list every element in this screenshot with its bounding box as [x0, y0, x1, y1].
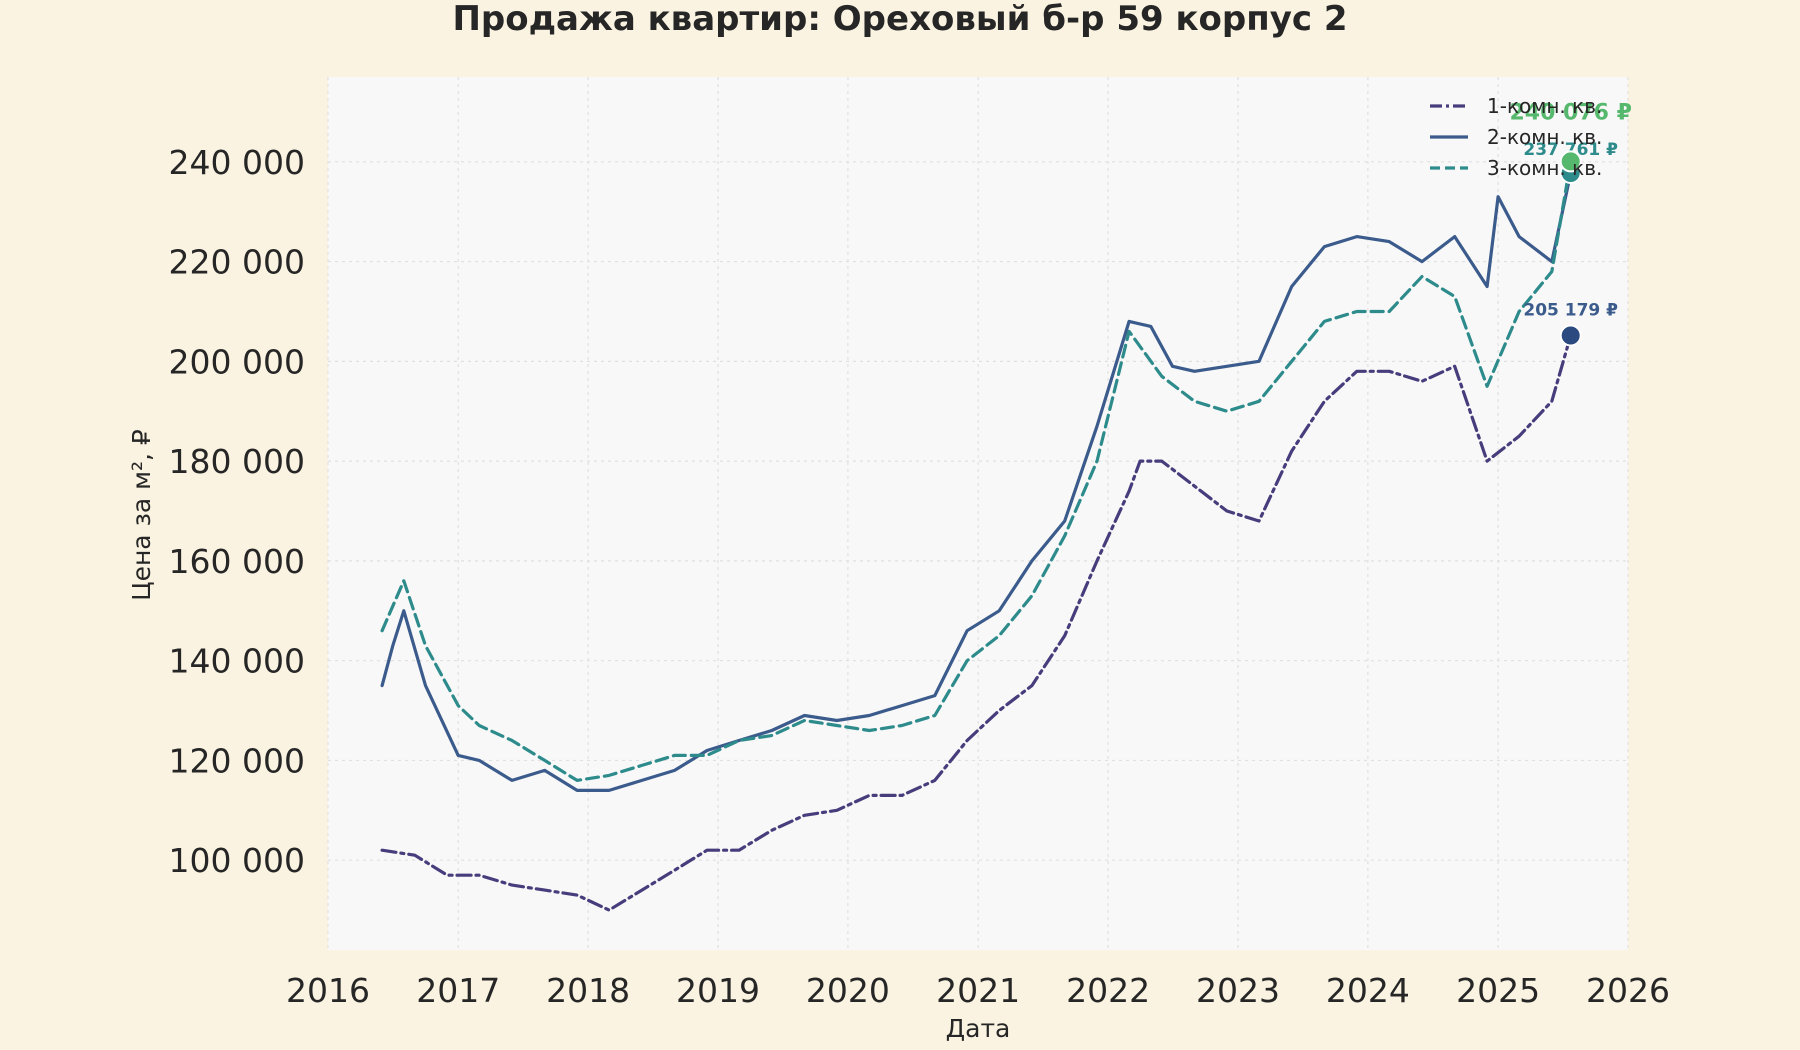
- endpoint-label: 237 761 ₽: [1523, 140, 1618, 160]
- endpoint-label: 205 179 ₽: [1523, 301, 1618, 321]
- y-tick-label: 100 000: [169, 841, 305, 880]
- chart-title: Продажа квартир: Ореховый б-р 59 корпус …: [452, 0, 1347, 39]
- x-tick-label: 2021: [936, 971, 1020, 1010]
- x-tick-label: 2017: [416, 971, 500, 1010]
- y-tick-label: 160 000: [169, 542, 305, 581]
- endpoint-label: 240 076 ₽: [1509, 100, 1631, 125]
- legend: 1-комн. кв. 2-комн. кв. 3-комн. кв.: [1430, 94, 1602, 180]
- x-tick-label: 2025: [1456, 971, 1540, 1010]
- y-tick-label: 120 000: [169, 741, 305, 780]
- series-line-2: [380, 171, 1573, 793]
- series-layer: [380, 159, 1573, 912]
- y-tick-label: 220 000: [169, 243, 305, 282]
- series-line-3: [380, 159, 1573, 783]
- endpoint-marker: [1559, 150, 1582, 173]
- x-tick-label: 2020: [806, 971, 890, 1010]
- x-tick-label: 2024: [1326, 971, 1410, 1010]
- legend-label: 1-комн. кв.: [1487, 94, 1602, 118]
- y-axis-label: Цена за м², ₽: [127, 429, 156, 601]
- legend-label: 3-комн. кв.: [1487, 156, 1602, 180]
- x-axis-label: Дата: [946, 1014, 1011, 1043]
- y-tick-label: 180 000: [169, 442, 305, 481]
- x-tick-label: 2023: [1196, 971, 1280, 1010]
- x-tick-label: 2026: [1586, 971, 1670, 1010]
- series-line-1: [380, 333, 1573, 912]
- y-axis-ticks: 100 000 120 000 140 000 160 000 180 000 200 0…: [169, 143, 305, 880]
- x-tick-label: 2019: [676, 971, 760, 1010]
- x-tick-label: 2016: [286, 971, 370, 1010]
- y-tick-label: 200 000: [169, 342, 305, 381]
- legend-label: 2-комн. кв.: [1487, 125, 1602, 149]
- endpoint-marker: [1559, 324, 1582, 347]
- x-tick-label: 2022: [1066, 971, 1150, 1010]
- x-axis-ticks: 2016 2017 2018 2019 2020 2021 2022 2023 2024 2025…: [286, 971, 1670, 1010]
- y-tick-label: 240 000: [169, 143, 305, 182]
- y-tick-label: 140 000: [169, 642, 305, 681]
- x-tick-label: 2018: [546, 971, 630, 1010]
- annotations-layer: 205 179 ₽ 237 761 ₽ 240 076 ₽: [1509, 100, 1632, 347]
